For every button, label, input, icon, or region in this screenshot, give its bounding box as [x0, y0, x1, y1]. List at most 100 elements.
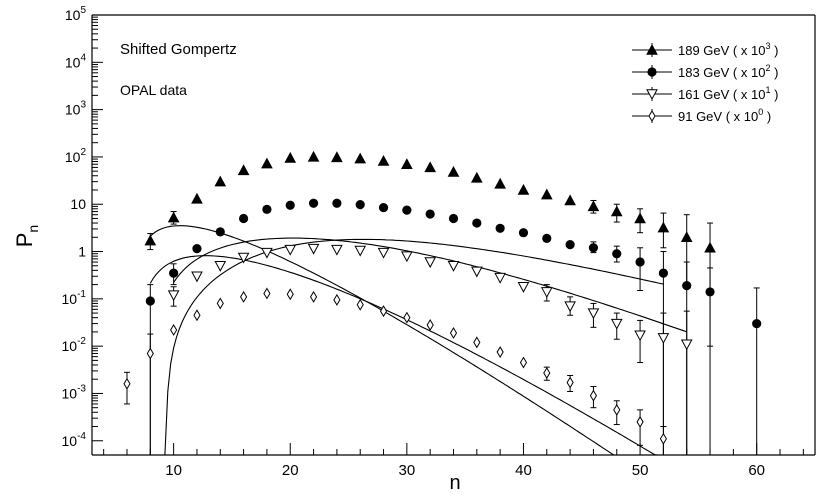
- data-point: [402, 205, 412, 215]
- data-point: [169, 268, 179, 278]
- legend-item: 91 GeV ( x 100 ): [632, 107, 771, 124]
- y-tick-label: 10-1: [62, 289, 87, 307]
- y-tick-label: 105: [65, 5, 87, 23]
- data-point: [307, 150, 320, 162]
- x-tick-label: 30: [399, 462, 416, 479]
- data-point: [214, 261, 227, 272]
- data-point: [564, 194, 576, 206]
- data-point: [564, 301, 576, 313]
- data-point: [587, 308, 600, 320]
- y-tick-label: 1: [78, 244, 86, 260]
- data-point: [634, 212, 646, 224]
- data-point: [657, 221, 670, 233]
- x-axis-label: n: [449, 472, 460, 494]
- fit-curves: [127, 225, 757, 456]
- data-point: [215, 227, 225, 237]
- data-point: [566, 376, 574, 389]
- y-axis-label-sub: n: [25, 225, 41, 233]
- fit-curve: [173, 237, 687, 333]
- x-tick-label: 60: [748, 462, 765, 479]
- data-point: [192, 244, 202, 254]
- legend-item: 161 GeV ( x 101 ): [632, 85, 778, 102]
- fit-curve: [149, 255, 757, 456]
- legend-marker: [646, 43, 658, 55]
- data-point: [518, 228, 529, 238]
- data-point: [752, 318, 762, 329]
- data-point: [238, 213, 249, 224]
- data-point: [263, 287, 271, 300]
- data-point: [448, 213, 459, 224]
- data-point: [377, 247, 390, 259]
- x-tick-label: 10: [165, 462, 182, 479]
- data-point: [495, 223, 505, 233]
- data-point: [658, 268, 669, 278]
- data-point: [401, 158, 413, 169]
- data-point: [403, 311, 411, 324]
- error-bars: [123, 199, 760, 455]
- data-point: [354, 245, 367, 257]
- data-point: [635, 257, 645, 267]
- legend-marker: [648, 110, 656, 122]
- data-point: [610, 318, 623, 330]
- data-point: [261, 247, 273, 259]
- data-point: [307, 243, 320, 255]
- data-point: [379, 305, 388, 318]
- data-point: [682, 281, 692, 291]
- data-point: [285, 200, 295, 210]
- legend-marker: [647, 67, 657, 77]
- annotation-model: Shifted Gompertz: [120, 41, 237, 58]
- data-point: [473, 336, 481, 349]
- data-point: [284, 151, 297, 163]
- data-point: [472, 218, 482, 228]
- data-point: [587, 200, 600, 212]
- data-point: [636, 415, 644, 428]
- x-tick-label: 50: [632, 462, 649, 479]
- data-point: [123, 377, 131, 390]
- legend-item: 183 GeV ( x 102 ): [632, 63, 778, 80]
- data-point: [542, 233, 552, 243]
- y-tick-label: 10-3: [62, 383, 87, 401]
- fit-curve: [149, 225, 710, 456]
- y-tick-label: 104: [65, 52, 87, 70]
- y-tick-label: 10-4: [62, 431, 87, 449]
- data-point: [308, 198, 319, 208]
- y-tick-label: 103: [65, 100, 87, 118]
- data-point: [517, 282, 530, 293]
- data-point: [331, 151, 343, 163]
- data-point: [704, 241, 716, 253]
- data-point: [589, 389, 598, 402]
- data-point: [634, 330, 646, 342]
- data-point: [470, 266, 483, 278]
- data-point: [355, 200, 365, 210]
- data-point: [377, 154, 390, 166]
- data-point: [144, 234, 157, 246]
- data-point: [333, 293, 341, 306]
- data-point: [680, 231, 693, 243]
- data-point: [496, 346, 504, 359]
- data-point: [167, 211, 180, 223]
- legend-label: 189 GeV ( x 103 ): [678, 41, 778, 58]
- data-point: [447, 261, 460, 272]
- legend-label: 91 GeV ( x 100 ): [678, 107, 771, 124]
- data-point: [332, 198, 342, 208]
- x-axis-ticks: 10 20 30 40 50 60: [103, 443, 804, 479]
- data-point: [191, 271, 203, 283]
- data-point: [284, 244, 297, 256]
- data-point: [494, 177, 506, 189]
- legend-item: 189 GeV ( x 103 ): [632, 41, 778, 58]
- data-point: [519, 356, 528, 369]
- x-tick-label: 20: [282, 462, 299, 479]
- x-tick-label: 40: [515, 462, 532, 479]
- data-point: [309, 290, 318, 303]
- data-point: [146, 347, 154, 360]
- data-point: [216, 297, 224, 310]
- data-point: [517, 183, 530, 195]
- data-point: [193, 309, 201, 322]
- legend: 189 GeV ( x 103 ) 183 GeV ( x 102 ) 161 Ge…: [632, 41, 778, 124]
- y-axis-label: Pn: [12, 225, 41, 247]
- data-point: [170, 323, 178, 336]
- fit-curve: [127, 238, 664, 456]
- data-point: [262, 204, 272, 214]
- data-point: [354, 152, 367, 164]
